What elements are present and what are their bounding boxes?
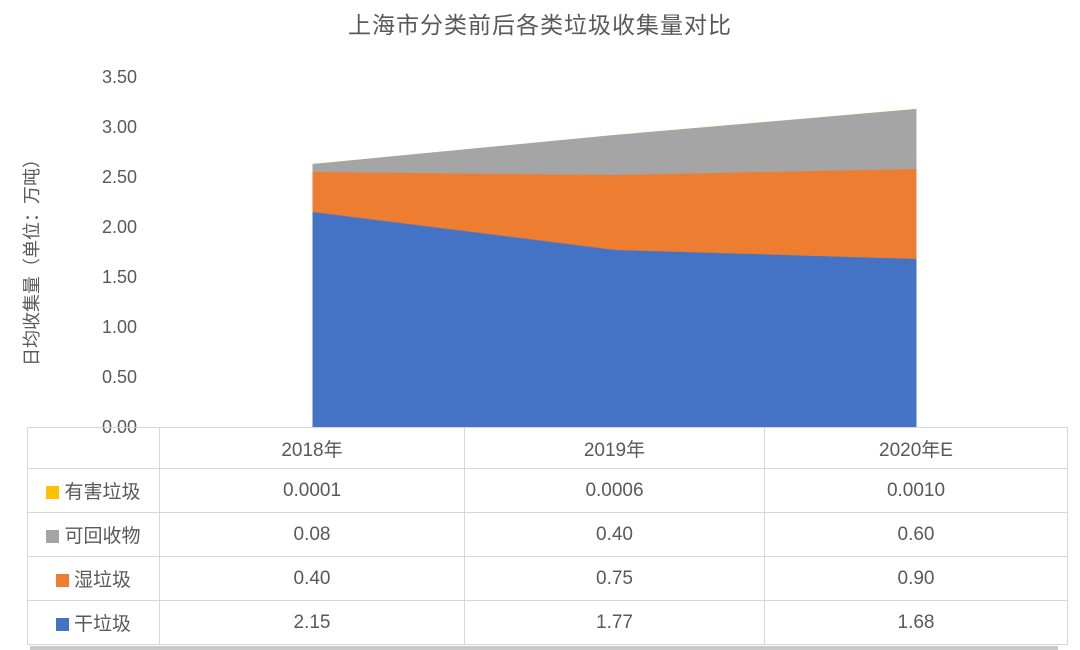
area-series-有害垃圾 — [312, 108, 917, 428]
table-cell: 1.68 — [764, 600, 1068, 645]
y-tick-label: 3.00 — [101, 117, 137, 137]
area-series-可回收物 — [312, 109, 917, 427]
col-header-2020e: 2020年E — [764, 427, 1068, 469]
table-cell: 0.90 — [764, 556, 1068, 601]
table-cell: 2.15 — [159, 600, 465, 645]
y-tick-label: 2.00 — [101, 217, 137, 237]
table-cell: 0.40 — [159, 556, 465, 601]
table-cell: 0.75 — [464, 556, 765, 601]
legend-swatch-wet — [55, 574, 69, 587]
table-cell: 0.0001 — [159, 468, 465, 513]
legend-label: 湿垃圾 — [73, 570, 131, 591]
table-cell: 0.0006 — [464, 468, 765, 513]
legend-label: 有害垃圾 — [64, 482, 141, 503]
legend-swatch-dry — [55, 618, 69, 631]
table-cell: 0.40 — [464, 512, 765, 557]
corner-empty-cell — [27, 427, 160, 469]
y-tick-label: 1.50 — [101, 267, 137, 287]
table-cell: 0.0010 — [764, 468, 1068, 513]
col-header-2018: 2018年 — [159, 427, 465, 469]
legend-swatch-recyclables — [46, 530, 60, 543]
table-header-row: 2018年 2019年 2020年E — [27, 427, 1068, 469]
col-header-2019: 2019年 — [464, 427, 765, 469]
data-table: 2018年 2019年 2020年E 有害垃圾 0.0001 0.0006 0.… — [27, 427, 1068, 645]
legend-cell-hazardous: 有害垃圾 — [27, 468, 160, 513]
bottom-shadow-bar — [30, 646, 1058, 650]
table-row-hazardous-waste: 有害垃圾 0.0001 0.0006 0.0010 — [27, 468, 1068, 513]
y-tick-label: 0.50 — [101, 367, 137, 387]
chart-title: 上海市分类前后各类垃圾收集量对比 — [348, 12, 732, 38]
legend-swatch-hazardous — [46, 486, 60, 499]
table-row-wet-waste: 湿垃圾 0.40 0.75 0.90 — [27, 556, 1068, 601]
legend-cell-wet: 湿垃圾 — [27, 556, 160, 601]
area-series-干垃圾 — [312, 212, 917, 427]
legend-label: 可回收物 — [64, 526, 141, 547]
table-row-dry-waste: 干垃圾 2.15 1.77 1.68 — [27, 600, 1068, 645]
y-tick-label: 2.50 — [101, 167, 137, 187]
y-tick-label: 1.00 — [101, 317, 137, 337]
area-series-湿垃圾 — [312, 169, 917, 427]
table-cell: 1.77 — [464, 600, 765, 645]
legend-cell-recyclables: 可回收物 — [27, 512, 160, 557]
table-cell: 0.60 — [764, 512, 1068, 557]
table-cell: 0.08 — [159, 512, 465, 557]
legend-label: 干垃圾 — [73, 614, 131, 635]
table-row-recyclables: 可回收物 0.08 0.40 0.60 — [27, 512, 1068, 557]
y-tick-label: 3.50 — [101, 67, 137, 87]
legend-cell-dry: 干垃圾 — [27, 600, 160, 645]
